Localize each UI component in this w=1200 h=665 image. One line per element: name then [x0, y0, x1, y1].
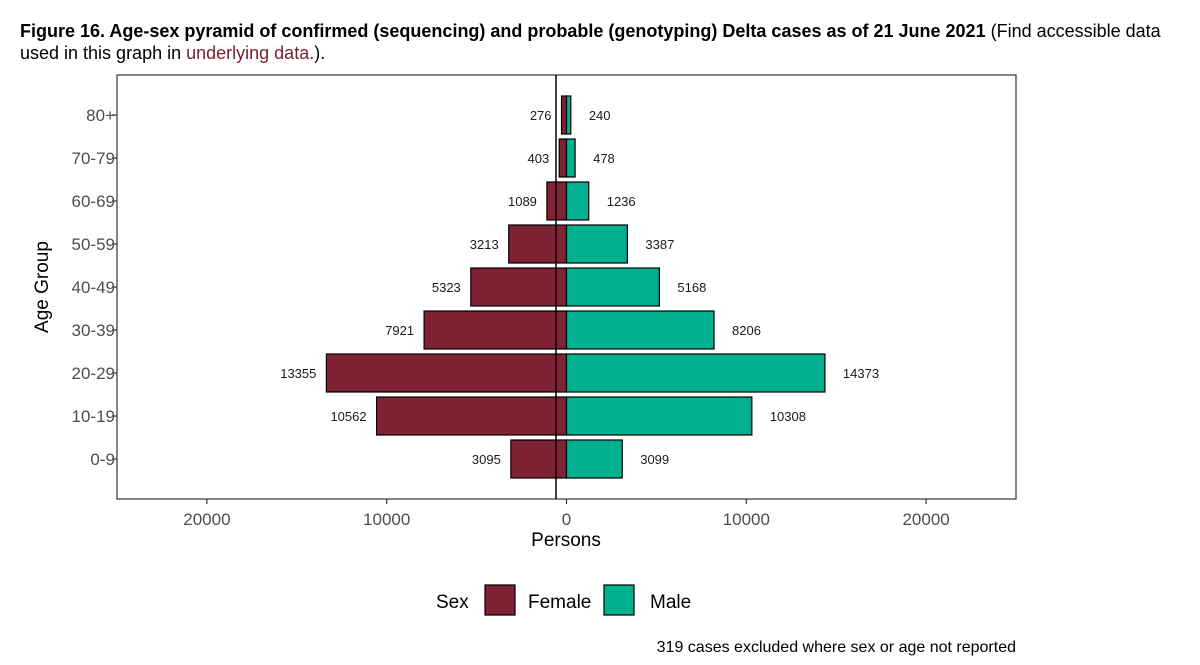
figure-title: Figure 16. Age-sex pyramid of confirmed … — [20, 21, 986, 41]
bars-group — [325, 95, 826, 479]
legend-swatch-male — [603, 584, 635, 616]
legend-label-male: Male — [650, 592, 691, 613]
male-value-label-50-59: 3387 — [645, 237, 674, 252]
x-tick-label-2: 0 — [562, 510, 571, 529]
male-bar-60-69 — [565, 181, 590, 221]
female-value-label-10-19: 10562 — [330, 409, 366, 424]
male-value-label-60-69: 1236 — [607, 194, 636, 209]
male-value-label-30-39: 8206 — [732, 323, 761, 338]
female-value-label-70-79: 403 — [528, 151, 550, 166]
male-bar-70-79 — [565, 138, 576, 178]
female-bar-40-49 — [470, 267, 568, 307]
figure-caption: Figure 16. Age-sex pyramid of confirmed … — [20, 20, 1180, 64]
male-value-label-40-49: 5168 — [677, 280, 706, 295]
x-axis-title: Persons — [531, 530, 601, 551]
male-value-label-0-9: 3099 — [640, 452, 669, 467]
male-bar-40-49 — [565, 267, 661, 307]
y-tick-label-50-59: 50-59 — [72, 235, 115, 254]
female-value-label-50-59: 3213 — [470, 237, 499, 252]
male-bar-0-9 — [565, 439, 623, 479]
x-tick-label-0: 20000 — [183, 510, 230, 529]
female-bar-10-19 — [375, 396, 568, 436]
y-axis-title: Age Group — [32, 241, 53, 333]
underlying-data-link[interactable]: underlying data. — [186, 43, 315, 63]
excluded-cases-note: 319 cases excluded where sex or age not … — [657, 639, 1016, 656]
female-bar-80+ — [560, 95, 568, 135]
female-value-label-60-69: 1089 — [508, 194, 537, 209]
female-bar-20-29 — [325, 353, 568, 393]
female-value-label-20-29: 13355 — [280, 366, 316, 381]
male-value-label-10-19: 10308 — [770, 409, 806, 424]
x-axis: 20000 10000 0 10000 20000 — [183, 499, 950, 529]
y-tick-label-60-69: 60-69 — [72, 192, 115, 211]
y-tick-label-40-49: 40-49 — [72, 278, 115, 297]
female-value-label-80+: 276 — [530, 108, 552, 123]
x-tick-label-4: 20000 — [902, 510, 949, 529]
male-value-label-20-29: 14373 — [843, 366, 879, 381]
y-tick-label-70-79: 70-79 — [72, 149, 115, 168]
female-value-label-0-9: 3095 — [472, 452, 501, 467]
y-tick-label-10-19: 10-19 — [72, 407, 115, 426]
male-value-label-80+: 240 — [589, 108, 611, 123]
male-value-label-70-79: 478 — [593, 151, 615, 166]
legend-title: Sex — [436, 592, 469, 613]
caption-text-end: ). — [314, 43, 326, 63]
female-bar-30-39 — [423, 310, 568, 350]
female-bar-70-79 — [558, 138, 568, 178]
y-axis: 0-9 10-19 20-29 30-39 40-49 50-59 60-69 70-79 80… — [72, 106, 117, 469]
y-tick-label-30-39: 30-39 — [72, 321, 115, 340]
y-tick-label-20-29: 20-29 — [72, 364, 115, 383]
male-bar-30-39 — [565, 310, 715, 350]
female-value-label-40-49: 5323 — [432, 280, 461, 295]
male-bar-10-19 — [565, 396, 753, 436]
x-tick-label-1: 10000 — [363, 510, 410, 529]
caption-text: (Find accessible data used in this graph… — [20, 21, 1161, 63]
legend: Sex Female Male — [436, 584, 691, 616]
legend-swatch-female — [484, 584, 516, 616]
male-bar-80+ — [565, 95, 572, 135]
x-tick-label-3: 10000 — [723, 510, 770, 529]
female-bar-0-9 — [510, 439, 568, 479]
bar-labels-group: 3095 3099 10562 10308 13355 14373 7921 8206 5323… — [280, 108, 879, 467]
male-bar-50-59 — [565, 224, 628, 264]
female-value-label-30-39: 7921 — [385, 323, 414, 338]
legend-label-female: Female — [528, 592, 591, 613]
y-tick-label-80+: 80+ — [86, 106, 115, 125]
y-tick-label-0-9: 0-9 — [90, 450, 115, 469]
female-bar-50-59 — [508, 224, 568, 264]
male-bar-20-29 — [565, 353, 826, 393]
